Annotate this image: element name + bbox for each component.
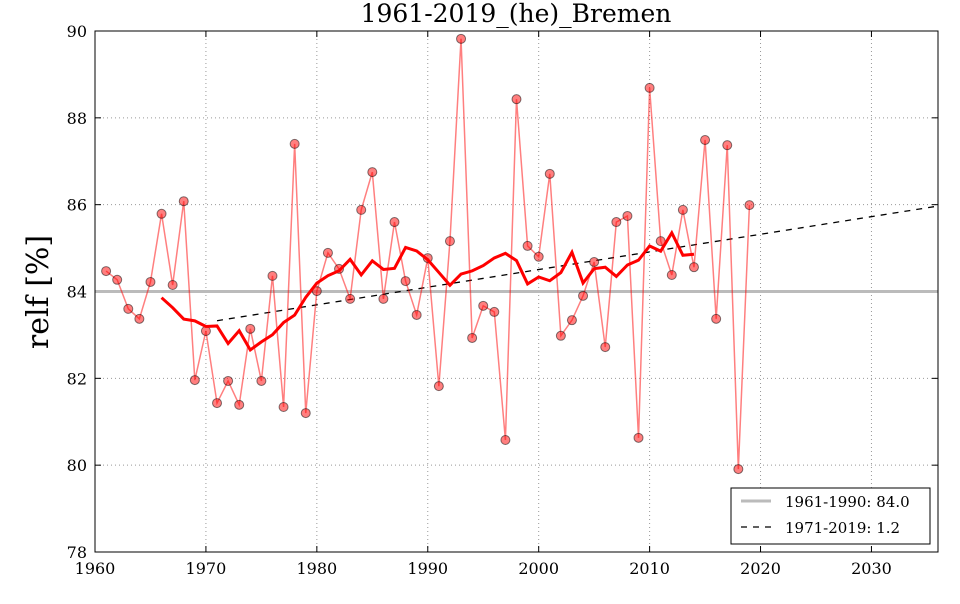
data-point xyxy=(489,306,500,317)
data-point xyxy=(322,247,333,258)
data-point xyxy=(356,204,367,215)
data-point xyxy=(178,196,189,207)
annual-series xyxy=(101,33,755,475)
data-point xyxy=(300,408,311,419)
data-point xyxy=(555,330,566,341)
y-tick-label: 80 xyxy=(67,456,87,475)
data-point xyxy=(589,256,600,267)
data-point xyxy=(267,270,278,281)
data-point xyxy=(478,300,489,311)
data-point xyxy=(522,240,533,251)
data-point xyxy=(666,270,677,281)
data-point xyxy=(611,217,622,228)
data-point xyxy=(234,399,245,410)
legend-trend-label: 1971-2019: 1.2 xyxy=(785,519,900,537)
y-tick-label: 90 xyxy=(67,22,87,41)
data-point xyxy=(256,375,267,386)
data-point xyxy=(700,134,711,145)
data-point xyxy=(367,167,378,178)
data-point xyxy=(345,293,356,304)
data-point xyxy=(378,293,389,304)
plot-frame xyxy=(94,30,939,553)
legend: 1961-1990: 84.0 1971-2019: 1.2 xyxy=(730,487,931,545)
data-point xyxy=(622,210,633,221)
data-point xyxy=(744,200,755,211)
x-tick-label: 2000 xyxy=(518,559,559,578)
data-point xyxy=(688,262,699,273)
data-point xyxy=(711,313,722,324)
y-tick-label: 88 xyxy=(67,109,87,128)
data-point xyxy=(578,290,589,301)
data-point xyxy=(467,332,478,343)
data-point xyxy=(722,140,733,151)
x-tick-label: 2030 xyxy=(851,559,892,578)
data-point xyxy=(289,138,300,149)
data-point xyxy=(500,434,511,445)
data-point xyxy=(223,375,234,386)
data-point xyxy=(156,208,167,219)
data-point xyxy=(644,82,655,93)
moving-average-series xyxy=(160,229,695,353)
data-point xyxy=(533,251,544,262)
x-tick-label: 1980 xyxy=(296,559,337,578)
data-point xyxy=(677,204,688,215)
data-point xyxy=(566,315,577,326)
data-point xyxy=(400,276,411,287)
data-point xyxy=(733,464,744,475)
data-point xyxy=(633,432,644,443)
legend-box xyxy=(730,487,931,545)
moving-average-line xyxy=(160,229,695,353)
y-tick-label: 78 xyxy=(67,543,87,562)
data-point xyxy=(278,401,289,412)
data-point xyxy=(544,168,555,179)
y-tick-label: 84 xyxy=(67,283,87,302)
data-point xyxy=(433,381,444,392)
y-axis-label: relf [%] xyxy=(21,235,56,349)
y-tick-label: 86 xyxy=(67,196,87,215)
data-point xyxy=(212,398,223,409)
x-tick-label: 1990 xyxy=(407,559,448,578)
data-point xyxy=(101,266,112,277)
y-tick-label: 82 xyxy=(67,369,87,388)
data-point xyxy=(245,323,256,334)
x-tick-label: 2010 xyxy=(629,559,670,578)
data-point xyxy=(600,342,611,353)
data-point xyxy=(511,94,522,105)
data-point xyxy=(456,33,467,44)
data-point xyxy=(123,303,134,314)
axis-ticks: 1960 1970 1980 1990 2000 2010 2020 2030 78 80 82 84… xyxy=(67,22,938,578)
chart-title: 1961-2019_(he)_Bremen xyxy=(361,0,672,28)
data-point xyxy=(189,375,200,386)
legend-reference-label: 1961-1990: 84.0 xyxy=(785,493,910,511)
data-point xyxy=(411,309,422,320)
data-point xyxy=(444,236,455,247)
x-tick-label: 1960 xyxy=(75,559,116,578)
data-point xyxy=(389,217,400,228)
data-point xyxy=(167,279,178,290)
data-point xyxy=(112,274,123,285)
data-point xyxy=(134,313,145,324)
x-tick-label: 1970 xyxy=(186,559,227,578)
data-point xyxy=(145,276,156,287)
x-tick-label: 2020 xyxy=(740,559,781,578)
